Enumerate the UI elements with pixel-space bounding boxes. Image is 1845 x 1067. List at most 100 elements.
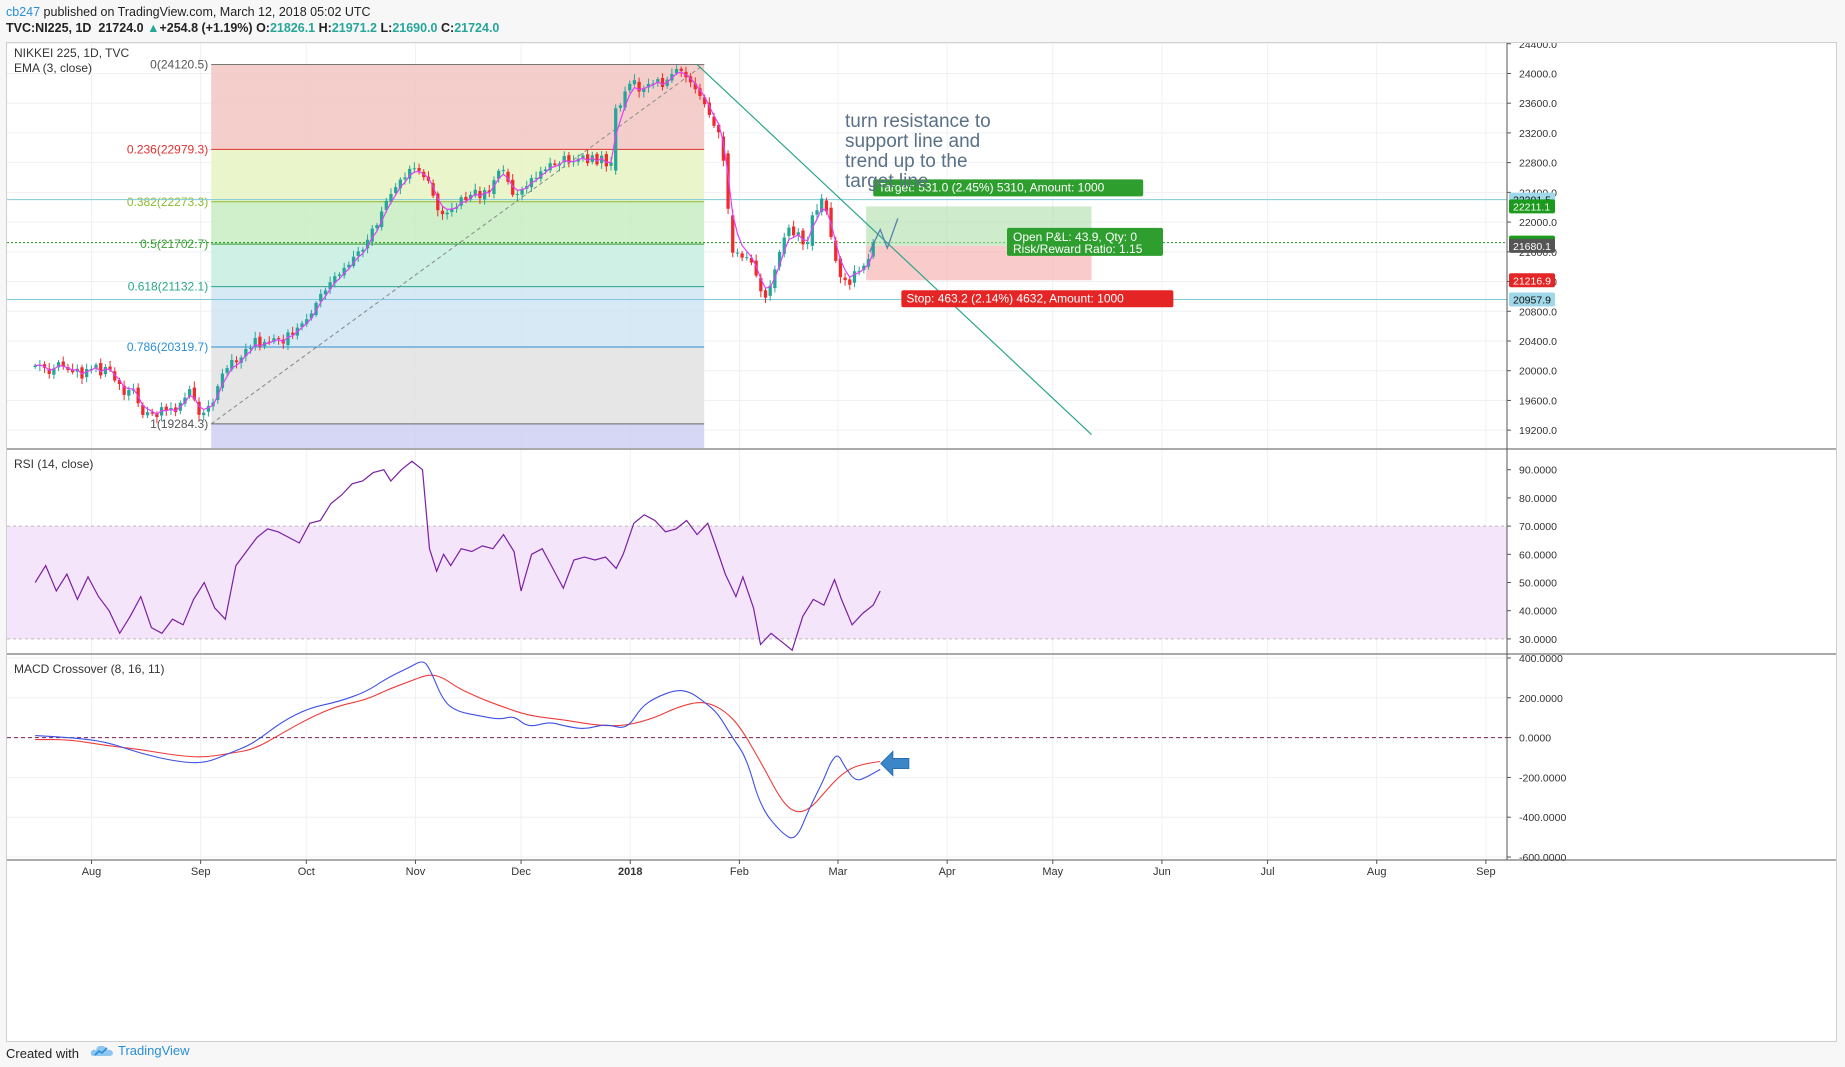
candle-body [389,194,393,202]
time-tick-label: Sep [1476,866,1496,878]
chart-frame[interactable]: 0(24120.5) 0.236(22979.3) 0.382(22273.3) 0.… [6,39,1837,1042]
candle-body [244,348,248,357]
price-axis[interactable]: 19200.019600.020000.020400.020800.021200… [1507,39,1566,864]
candle-body [585,154,590,164]
rsi-tick-label: 40.0000 [1519,606,1557,618]
rsi-pane[interactable]: RSI (14, close) [7,457,1507,652]
candle-body [703,97,707,105]
tradingview-logo-link[interactable]: TradingView [90,1043,190,1058]
candle-body [253,338,257,347]
candle-body [651,83,655,85]
candle-body [342,267,346,276]
candle-body [618,105,623,108]
rsi-band [7,526,1507,639]
price-tag-label: 22211.1 [1513,201,1550,213]
publish-header: cb247 published on TradingView.com, Marc… [0,0,1845,40]
price-tick-label: 24400.0 [1519,43,1557,51]
candle-body [248,348,253,350]
close-label: C: [440,21,455,35]
time-tick-label: Sep [191,866,211,878]
candle-body [609,162,613,166]
candle-body [164,406,168,411]
candle-body [595,153,599,165]
candle-body [679,68,683,71]
candle-body [188,389,192,397]
candle-body [777,251,782,267]
rr-label: Risk/Reward Ratio: 1.15 [1013,242,1143,256]
candle-body [408,168,412,179]
candle-body [745,257,749,259]
projection-arrow [869,218,899,253]
candle-body [782,237,786,255]
candle-body [440,210,445,215]
price-tick-label: 22000.0 [1519,217,1557,229]
candle-body [787,227,791,237]
fib-zone [211,149,705,202]
time-axis[interactable]: Aug Sep Oct Nov Dec 2018 Feb Mar Apr May Jun Jul Aug… [82,860,1496,878]
macd-pane[interactable]: MACD Crossover (8, 16, 11) [7,657,1507,858]
candle-body [820,198,824,213]
time-tick-label: Jun [1153,866,1171,878]
candle-body [417,167,421,171]
fib-zone [211,244,705,287]
chart-canvas[interactable]: 0(24120.5) 0.236(22979.3) 0.382(22273.3) 0.… [7,39,1836,1041]
candle-body [482,190,487,200]
candle-body [99,363,103,376]
candle-body [141,405,145,415]
fib-zone [211,286,705,347]
macd-signal-line [35,674,881,813]
fib-level-label: 0.382(22273.3) [127,195,208,209]
candle-body [848,279,852,285]
candle-body [239,357,243,363]
candle-body [370,228,374,242]
candle-body [291,332,295,335]
candle-body [581,155,585,159]
published-text: published on TradingView.com, March 12, … [40,5,371,19]
pl-label: Open P&L: 43.9, Qty: 0 [1013,230,1137,244]
price-pane[interactable]: 0(24120.5) 0.236(22979.3) 0.382(22273.3) 0.… [7,43,1507,448]
candle-body [89,368,93,370]
time-tick-label: Aug [1367,866,1387,878]
fib-trend-line [210,64,705,425]
price-tick-label: 22800.0 [1519,158,1557,170]
candle-body [403,177,407,180]
candle-body [815,210,819,215]
annotation-text: turn resistance to [845,111,991,132]
main-title: NIKKEI 225, 1D, TVC [14,46,129,60]
candle-body [94,364,98,369]
fib-level-label: 0.786(20319.7) [127,340,208,354]
time-tick-label: May [1042,866,1063,878]
publisher-link[interactable]: cb247 [6,5,41,19]
candle-body [436,193,440,211]
candle-body [206,405,211,412]
price-tag [1509,273,1555,288]
candle-body [520,189,524,195]
candle-body [628,83,632,91]
pl-label-box [1007,227,1163,256]
candle-body [726,153,730,209]
candle-body [468,194,473,200]
candle-body [431,183,435,196]
candle-body [600,155,604,164]
candle-body [145,412,150,416]
candle-body [623,91,627,108]
candle-body [127,389,131,396]
candle-body [796,232,800,235]
candle-body [272,338,276,342]
price-tick-label: 20000.0 [1519,366,1557,378]
rsi-line [34,460,881,652]
candle-body [749,257,754,263]
stop-label-box [901,290,1174,308]
time-tick-label: Apr [939,866,956,878]
time-tick-label: Aug [82,866,102,878]
candle-body [47,368,51,374]
candle-body [473,189,477,196]
high-value: 21971.2 [331,21,378,35]
low-label: L: [380,21,393,35]
price-tag-label: 21216.9 [1513,275,1551,287]
candle-body [61,361,65,367]
candle-body [511,179,515,195]
time-tick-label: 2018 [618,866,642,878]
candle-body [351,256,356,267]
candle-body [225,368,229,373]
